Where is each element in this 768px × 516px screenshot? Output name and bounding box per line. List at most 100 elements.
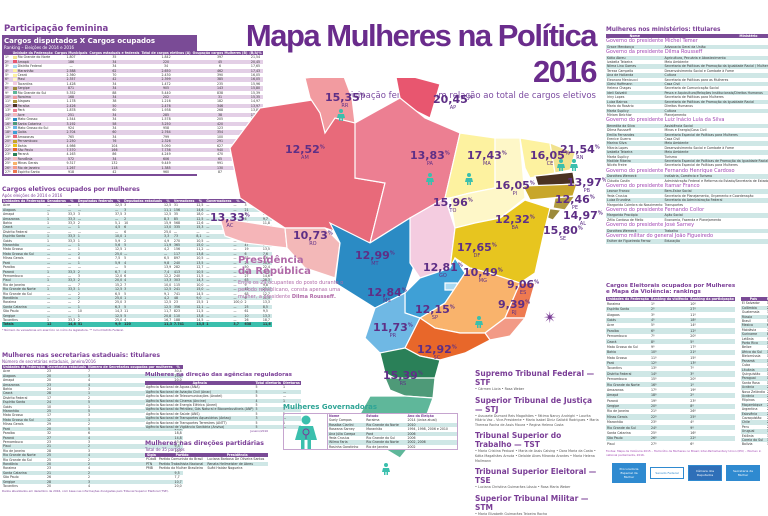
elected-header: Deputadas estaduais [123, 199, 163, 203]
uf-name: Rondônia [18, 157, 33, 161]
court-title: Tribunal Superior do Trabalho — TST [475, 431, 600, 449]
uf-name: Santa Catarina [18, 122, 42, 126]
percent-sign: % [590, 194, 595, 200]
ministry-cell: Esther de Figueiredo Ferraz [606, 239, 664, 243]
map-label-rn: 21,54%RN [560, 140, 600, 161]
map-label-es: 9,06%ES [507, 275, 539, 296]
states-ranking-header: Unidades da Federação [606, 297, 650, 301]
state-color-swatch [13, 135, 17, 138]
state-color-swatch [13, 131, 17, 134]
logo-0[interactable]: Procuradoria Especial da Mulher [612, 463, 646, 483]
presidency-name: Dilma Rousseff. [292, 294, 336, 300]
percent-sign: % [468, 94, 473, 100]
secretaries-cell: 20,0 [174, 484, 183, 488]
percent-sign: % [598, 210, 603, 216]
percent-sign: % [452, 344, 457, 350]
percent-sign: % [530, 180, 535, 186]
secretaries-subtitle: Número de secretárias estaduais, janeiro… [2, 359, 139, 364]
state-code: SC [417, 356, 457, 361]
elected-header: Deputadas federais [77, 199, 114, 203]
states-ranking-cell: 6º [689, 441, 735, 447]
presidency-title-2: da República [238, 266, 348, 277]
rank-cell: 27º [4, 170, 12, 174]
uf-name: Espírito Santo [18, 170, 40, 174]
state-code: MA [467, 162, 507, 167]
percent-sign: % [578, 225, 583, 231]
map-label-ms: 12,84%MS [367, 283, 407, 304]
ministry-cell: Educação [664, 239, 768, 243]
ranking-cell: 42 [88, 170, 140, 174]
state-color-swatch [13, 60, 17, 63]
uf-name: Pará [18, 108, 25, 112]
participation-title: Participação feminina [4, 24, 197, 34]
state-color-swatch [13, 109, 17, 112]
governors-cell: Rosinha Garotinho [328, 445, 365, 449]
ranking-cell: 960 [140, 170, 191, 174]
uf-name: Amazonas [18, 135, 35, 139]
map-label-ro: 10,73%RO [293, 226, 333, 247]
map-label-ac: 13,33%AC [210, 208, 250, 229]
states-ranking-header: Ranking da participação [689, 297, 735, 301]
secretaries-cell: Tocantins [2, 484, 46, 488]
state-color-swatch [13, 126, 17, 129]
percent-sign: % [530, 214, 535, 220]
state-color-swatch [13, 113, 17, 116]
percent-sign: % [450, 304, 455, 310]
percent-sign: % [320, 144, 325, 150]
state-color-swatch [13, 166, 17, 169]
state-color-swatch [13, 56, 17, 59]
uf-name: Goiás [18, 130, 27, 134]
map-label-mt: 12,99%MT [355, 246, 395, 267]
elected-section: Cargos eletivos ocupados por mulheres Ap… [2, 186, 198, 332]
state-code: RS [383, 382, 423, 387]
secretaries-cell: 4 [87, 484, 174, 488]
uf-name: Distrito Federal [18, 64, 42, 68]
ministries-table: NomeMinistérioPeríodo Governo do preside… [606, 34, 768, 244]
percent-sign: % [492, 242, 497, 248]
states-ranking-header: Ranking da violência [650, 297, 689, 301]
woman-icon-rn-2 [570, 156, 578, 168]
percent-sign: % [498, 267, 503, 273]
map-label-ma: 17,43%MA [467, 146, 507, 167]
logo-2[interactable]: Câmara dos Deputados [688, 465, 722, 481]
countries-ranking-cell: Bolívia [741, 442, 766, 446]
violence-rankings-section: Cargos Eleitorais ocupados por Mulheres … [606, 283, 766, 483]
secretaries-title: Mulheres nas secretarias estaduais: titu… [2, 352, 139, 359]
percent-sign: % [328, 230, 333, 236]
parties-cell: Partido da Mulher Brasileira [158, 466, 206, 470]
rank-cell: 25º [4, 161, 12, 165]
elected-total-cell: 11,3 [163, 322, 173, 326]
logo-3[interactable]: Secretaria da Mulher [726, 465, 760, 481]
uf-name: Alagoas [18, 99, 31, 103]
map-label-sp: 12,15%SP [415, 300, 455, 321]
logo-1[interactable]: Senado Federal [650, 467, 684, 479]
uf-cell: Espírito Santo [12, 170, 54, 174]
percent-sign: % [468, 197, 473, 203]
percent-sign: % [245, 212, 250, 218]
state-code: MS [367, 299, 407, 304]
percent-sign: % [408, 322, 413, 328]
percent-sign: % [418, 370, 423, 376]
state-code: MG [463, 279, 503, 284]
states-ranking-cell: Piauí [606, 441, 650, 447]
uf-name: Maranhão [18, 69, 34, 73]
court-members: • Assusete Dumont Reis Magalhães • Fátim… [475, 414, 600, 428]
elected-total-cell: 51 [77, 322, 114, 326]
state-code: PI [495, 192, 535, 197]
uf-name: Roraima [18, 95, 31, 99]
state-color-swatch [13, 82, 17, 85]
elected-notes: * Número de vereadoras em exercício no i… [2, 328, 198, 332]
percent-sign: % [360, 92, 365, 98]
map-label-rj: 9,39%RJ [498, 295, 530, 316]
secretaries-footnote: Dados atualizados em dezembro de 2016, c… [2, 489, 139, 493]
map-label-ba: 12,32%BA [495, 210, 535, 231]
uf-name: Rio Grande do Sul [18, 91, 47, 95]
logos-row: Procuradoria Especial da Mulher Senado Fe… [606, 463, 766, 483]
state-code: RO [293, 242, 333, 247]
state-code: RN [560, 156, 600, 161]
